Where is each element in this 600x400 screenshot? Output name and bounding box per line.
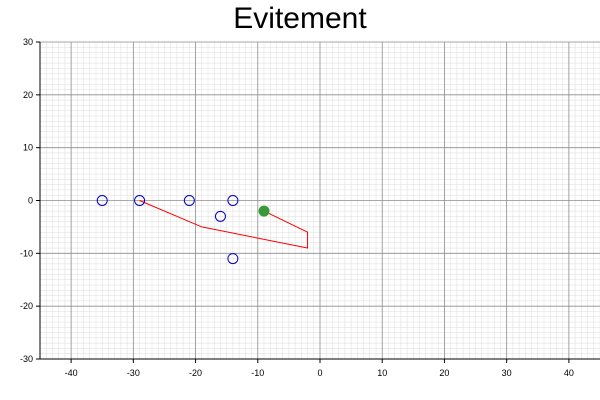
path-line xyxy=(139,200,309,249)
path-layer xyxy=(139,200,309,249)
chart-title: Evitement xyxy=(233,2,367,35)
y-tick-label: -30 xyxy=(20,354,33,364)
obstacle-point xyxy=(183,195,195,206)
obstacle-point xyxy=(134,195,146,206)
robot-layer xyxy=(258,205,270,217)
x-tick-label: 10 xyxy=(377,368,387,378)
y-tick-label: -10 xyxy=(20,248,33,258)
x-tick-label: 0 xyxy=(317,368,322,378)
robot-point xyxy=(258,205,270,217)
x-tick-label: -40 xyxy=(65,368,78,378)
x-tick-label: -30 xyxy=(127,368,140,378)
obstacle-point xyxy=(214,210,226,222)
x-tick-label: -10 xyxy=(251,368,264,378)
obstacle-point xyxy=(227,195,239,206)
x-tick-label: -20 xyxy=(189,368,202,378)
y-tick-label: 30 xyxy=(23,37,33,47)
x-tick-label: 40 xyxy=(564,368,574,378)
x-tick-label: 30 xyxy=(502,368,512,378)
x-tick-label: 20 xyxy=(439,368,449,378)
y-tick-label: 20 xyxy=(23,90,33,100)
y-tick-label: -20 xyxy=(20,301,33,311)
obstacle-layer xyxy=(96,195,239,265)
ticks: -40 -30 -20 -10 0 10 20 30 40 -30 -20 -10 0 10 20 30 xyxy=(20,37,574,378)
y-tick-label: 0 xyxy=(28,196,33,206)
obstacle-point xyxy=(227,253,239,265)
y-tick-label: 10 xyxy=(23,143,33,153)
obstacle-point xyxy=(96,195,108,206)
